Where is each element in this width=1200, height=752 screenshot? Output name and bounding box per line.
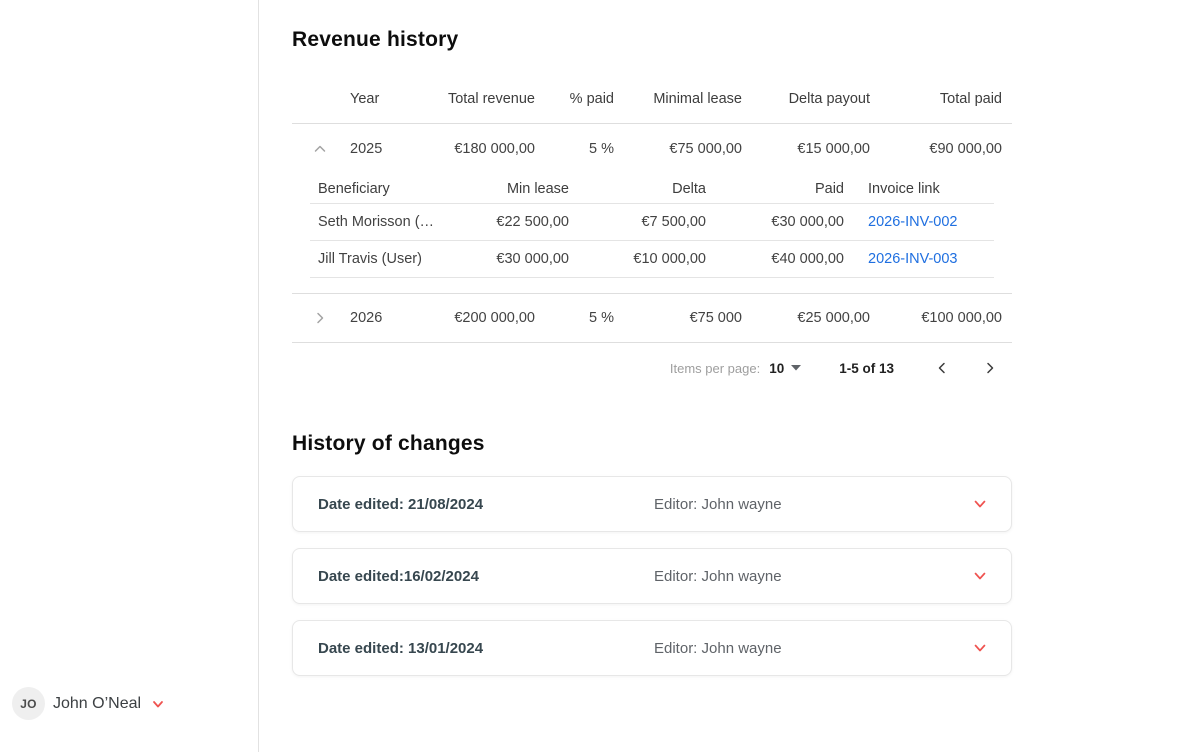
caret-down-icon bbox=[791, 365, 802, 371]
history-editor: Editor: John wayne bbox=[654, 639, 782, 657]
history-card[interactable]: Date edited:16/02/2024 Editor: John wayn… bbox=[292, 548, 1012, 604]
history-editor: Editor: John wayne bbox=[654, 495, 782, 513]
history-card[interactable]: Date edited: 13/01/2024 Editor: John way… bbox=[292, 620, 1012, 676]
history-date: Date edited: 21/08/2024 bbox=[318, 495, 484, 513]
chevron-down-icon bbox=[974, 644, 986, 652]
chevron-right-icon bbox=[317, 312, 324, 324]
history-editor: Editor: John wayne bbox=[654, 567, 782, 585]
user-name: John O’Neal bbox=[53, 694, 142, 712]
subtable-header: Beneficiary Min lease Delta Paid Invoice… bbox=[310, 174, 994, 204]
cell-delta: €10 000,00 bbox=[633, 251, 706, 267]
pagination: Items per page: 10 1-5 of 13 bbox=[292, 343, 1012, 393]
next-page-button[interactable] bbox=[978, 356, 1002, 380]
cell-delta-payout: €15 000,00 bbox=[797, 141, 870, 157]
invoice-link[interactable]: 2026-INV-003 bbox=[868, 251, 958, 267]
cell-minimal-lease: €75 000,00 bbox=[669, 141, 742, 157]
cell-beneficiary: Seth Morisson (… bbox=[318, 214, 435, 230]
chevron-down-icon bbox=[974, 572, 986, 580]
items-per-page-label: Items per page: bbox=[669, 360, 761, 376]
col-total-paid: Total paid bbox=[939, 91, 1002, 107]
chevron-down-icon bbox=[153, 700, 163, 707]
cell-percent-paid: 5 % bbox=[589, 310, 614, 326]
avatar: JO bbox=[12, 687, 45, 720]
cell-delta-payout: €25 000,00 bbox=[797, 310, 870, 326]
cell-beneficiary: Jill Travis (User) bbox=[318, 251, 422, 267]
chevron-down-icon bbox=[974, 500, 986, 508]
cell-paid: €40 000,00 bbox=[771, 251, 844, 267]
cell-total-paid: €90 000,00 bbox=[929, 141, 1002, 157]
main-content: Revenue history Year Total revenue % pai… bbox=[260, 0, 1200, 752]
subtable-row: Seth Morisson (… €22 500,00 €7 500,00 €3… bbox=[310, 204, 994, 241]
history-date: Date edited:16/02/2024 bbox=[318, 567, 479, 585]
chevron-right-icon bbox=[987, 362, 994, 374]
subcol-min-lease: Min lease bbox=[506, 180, 569, 197]
cell-min-lease: €30 000,00 bbox=[496, 251, 569, 267]
cell-total-revenue: €180 000,00 bbox=[454, 141, 535, 157]
col-year: Year bbox=[350, 91, 380, 107]
subtable-spacer bbox=[310, 278, 994, 293]
subcol-delta: Delta bbox=[672, 180, 706, 197]
col-percent-paid: % paid bbox=[569, 91, 614, 107]
page-range-label: 1-5 of 13 bbox=[839, 360, 894, 376]
revenue-table: Year Total revenue % paid Minimal lease … bbox=[292, 75, 1012, 393]
history-title: History of changes bbox=[292, 432, 485, 455]
cell-minimal-lease: €75 000 bbox=[689, 310, 742, 326]
collapse-row-button[interactable] bbox=[308, 137, 332, 161]
cell-total-revenue: €200 000,00 bbox=[454, 310, 535, 326]
revenue-table-header: Year Total revenue % paid Minimal lease … bbox=[292, 75, 1012, 124]
subcol-invoice-link: Invoice link bbox=[868, 180, 940, 197]
subtable-row: Jill Travis (User) €30 000,00 €10 000,00… bbox=[310, 241, 994, 278]
col-minimal-lease: Minimal lease bbox=[653, 91, 742, 107]
cell-year: 2025 bbox=[350, 141, 383, 157]
col-delta-payout: Delta payout bbox=[788, 91, 870, 107]
user-menu[interactable]: JO John O’Neal bbox=[12, 687, 165, 720]
items-per-page-select[interactable]: 10 bbox=[769, 360, 802, 376]
cell-total-paid: €100 000,00 bbox=[921, 310, 1002, 326]
subcol-paid: Paid bbox=[814, 180, 844, 197]
page-title: Revenue history bbox=[292, 28, 459, 51]
previous-page-button[interactable] bbox=[930, 356, 954, 380]
cell-delta: €7 500,00 bbox=[641, 214, 706, 230]
sidebar: JO John O’Neal bbox=[0, 0, 259, 752]
chevron-left-icon bbox=[938, 362, 945, 374]
col-total-revenue: Total revenue bbox=[447, 91, 535, 107]
table-row-2026[interactable]: 2026 €200 000,00 5 % €75 000 €25 000,00 … bbox=[292, 293, 1012, 343]
cell-percent-paid: 5 % bbox=[589, 141, 614, 157]
cell-min-lease: €22 500,00 bbox=[496, 214, 569, 230]
history-cards: Date edited: 21/08/2024 Editor: John way… bbox=[292, 476, 1012, 676]
subcol-beneficiary: Beneficiary bbox=[318, 180, 390, 197]
invoice-link[interactable]: 2026-INV-002 bbox=[868, 214, 958, 230]
history-card[interactable]: Date edited: 21/08/2024 Editor: John way… bbox=[292, 476, 1012, 532]
cell-year: 2026 bbox=[350, 310, 383, 326]
beneficiary-subtable: Beneficiary Min lease Delta Paid Invoice… bbox=[310, 174, 994, 293]
history-date: Date edited: 13/01/2024 bbox=[318, 639, 484, 657]
items-per-page-value: 10 bbox=[769, 360, 785, 376]
cell-paid: €30 000,00 bbox=[771, 214, 844, 230]
expand-row-button[interactable] bbox=[308, 306, 332, 330]
table-row-2025[interactable]: 2025 €180 000,00 5 % €75 000,00 €15 000,… bbox=[292, 124, 1012, 174]
chevron-up-icon bbox=[314, 145, 326, 152]
